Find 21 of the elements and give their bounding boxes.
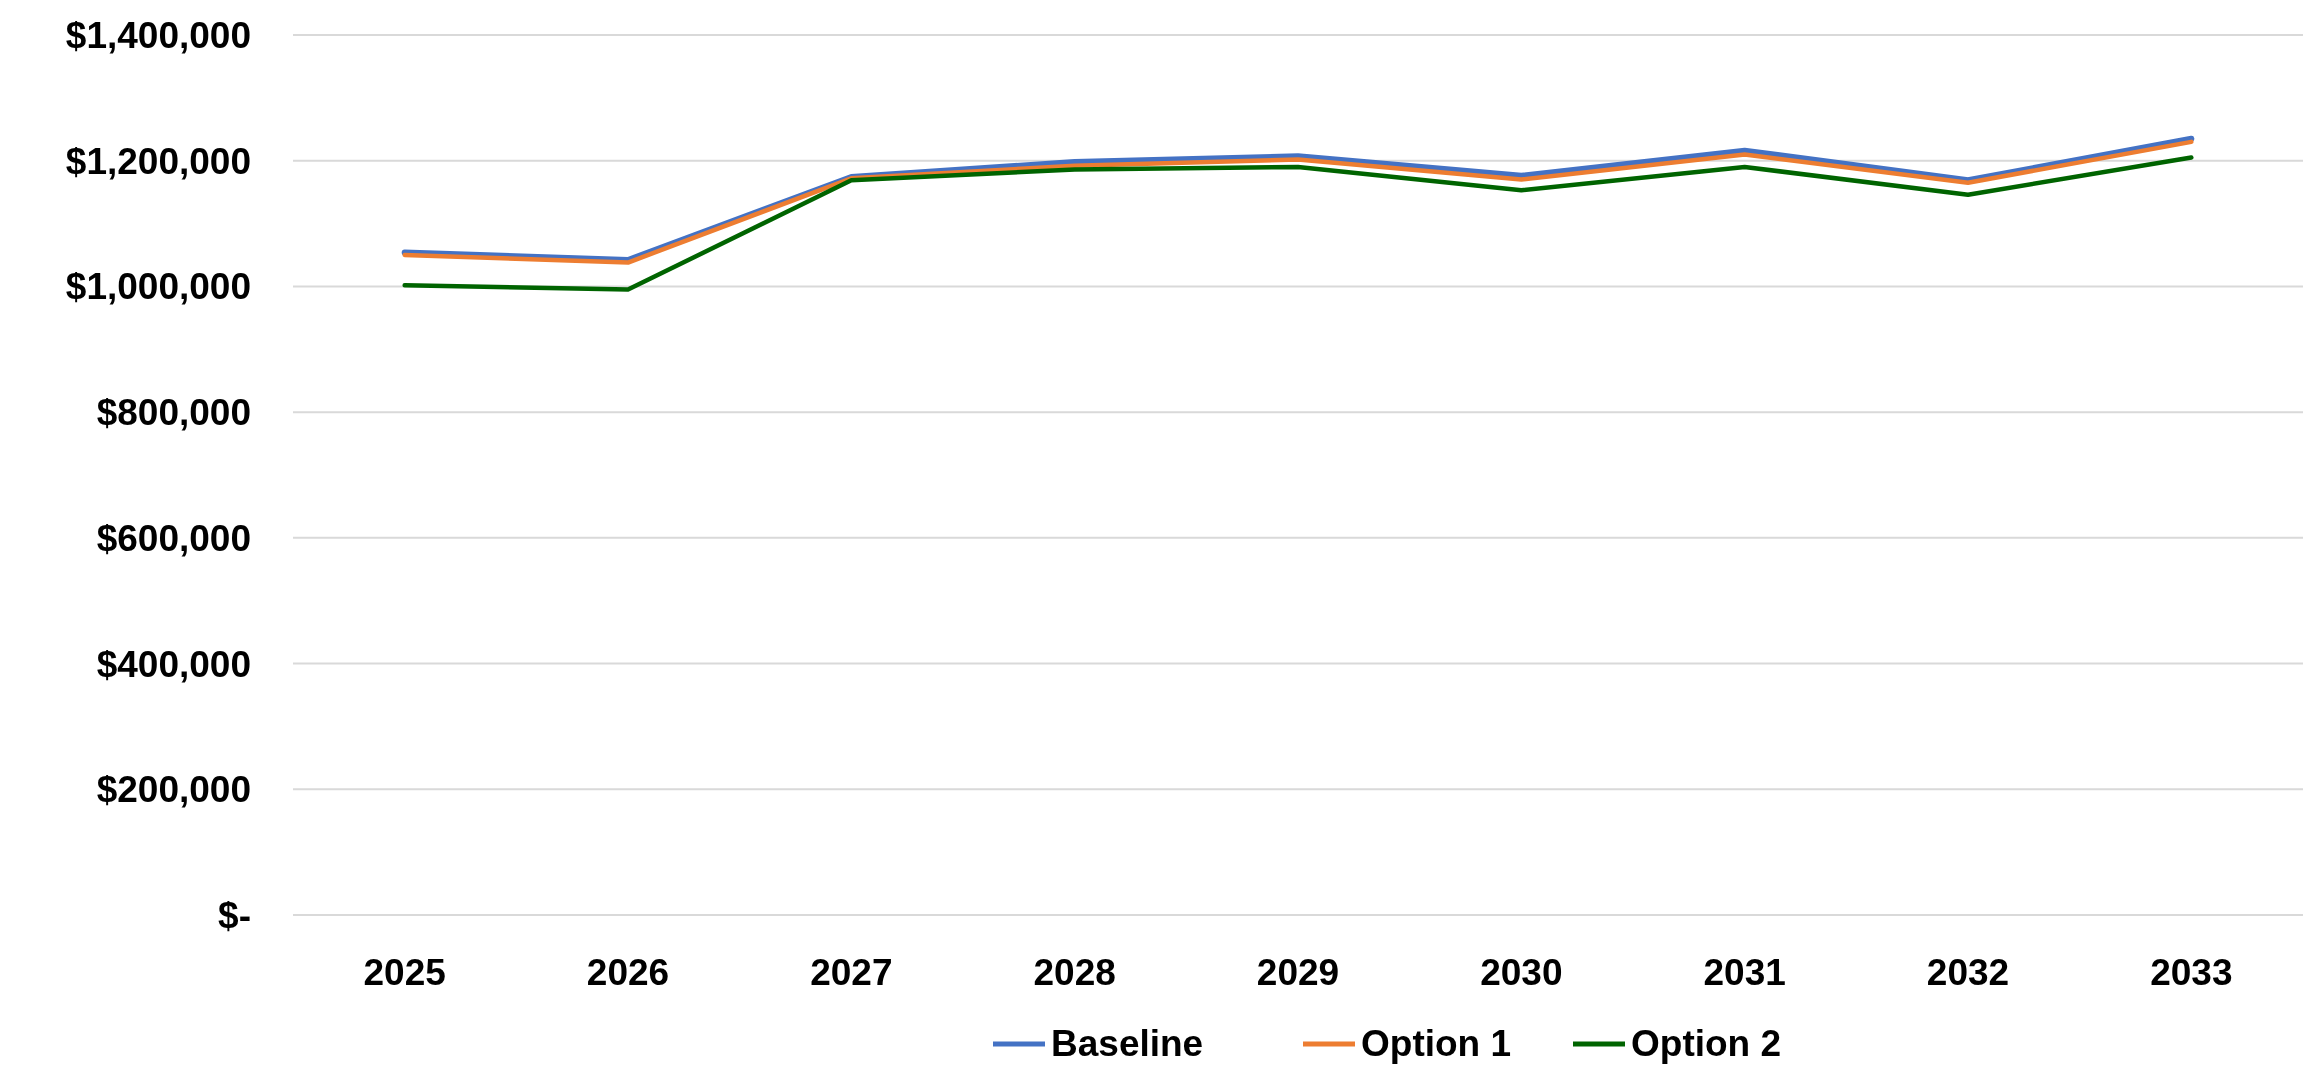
y-tick-label: $600,000 — [96, 517, 251, 559]
x-tick-label: 2028 — [1033, 952, 1116, 993]
y-tick-label: $- — [218, 894, 251, 936]
x-tick-label: 2030 — [1480, 952, 1563, 993]
legend-label: Baseline — [1051, 1023, 1204, 1064]
x-tick-label: 2027 — [810, 952, 893, 993]
x-tick-label: 2033 — [2150, 952, 2233, 993]
y-tick-label: $1,000,000 — [65, 266, 251, 308]
y-tick-label: $400,000 — [96, 643, 251, 685]
x-tick-label: 2029 — [1256, 952, 1340, 993]
y-tick-label: $1,200,000 — [65, 140, 251, 182]
x-tick-label: 2031 — [1703, 952, 1786, 993]
x-tick-label: 2026 — [586, 952, 670, 993]
y-tick-label: $200,000 — [96, 769, 251, 811]
y-tick-label: $1,400,000 — [65, 14, 251, 56]
legend-label: Option 2 — [1631, 1023, 1782, 1064]
x-tick-label: 2025 — [363, 952, 446, 993]
line-series — [402, 155, 2194, 292]
x-tick-label: 2032 — [1926, 952, 2010, 993]
y-tick-label: $800,000 — [96, 392, 251, 434]
legend-label: Option 1 — [1361, 1023, 1512, 1064]
